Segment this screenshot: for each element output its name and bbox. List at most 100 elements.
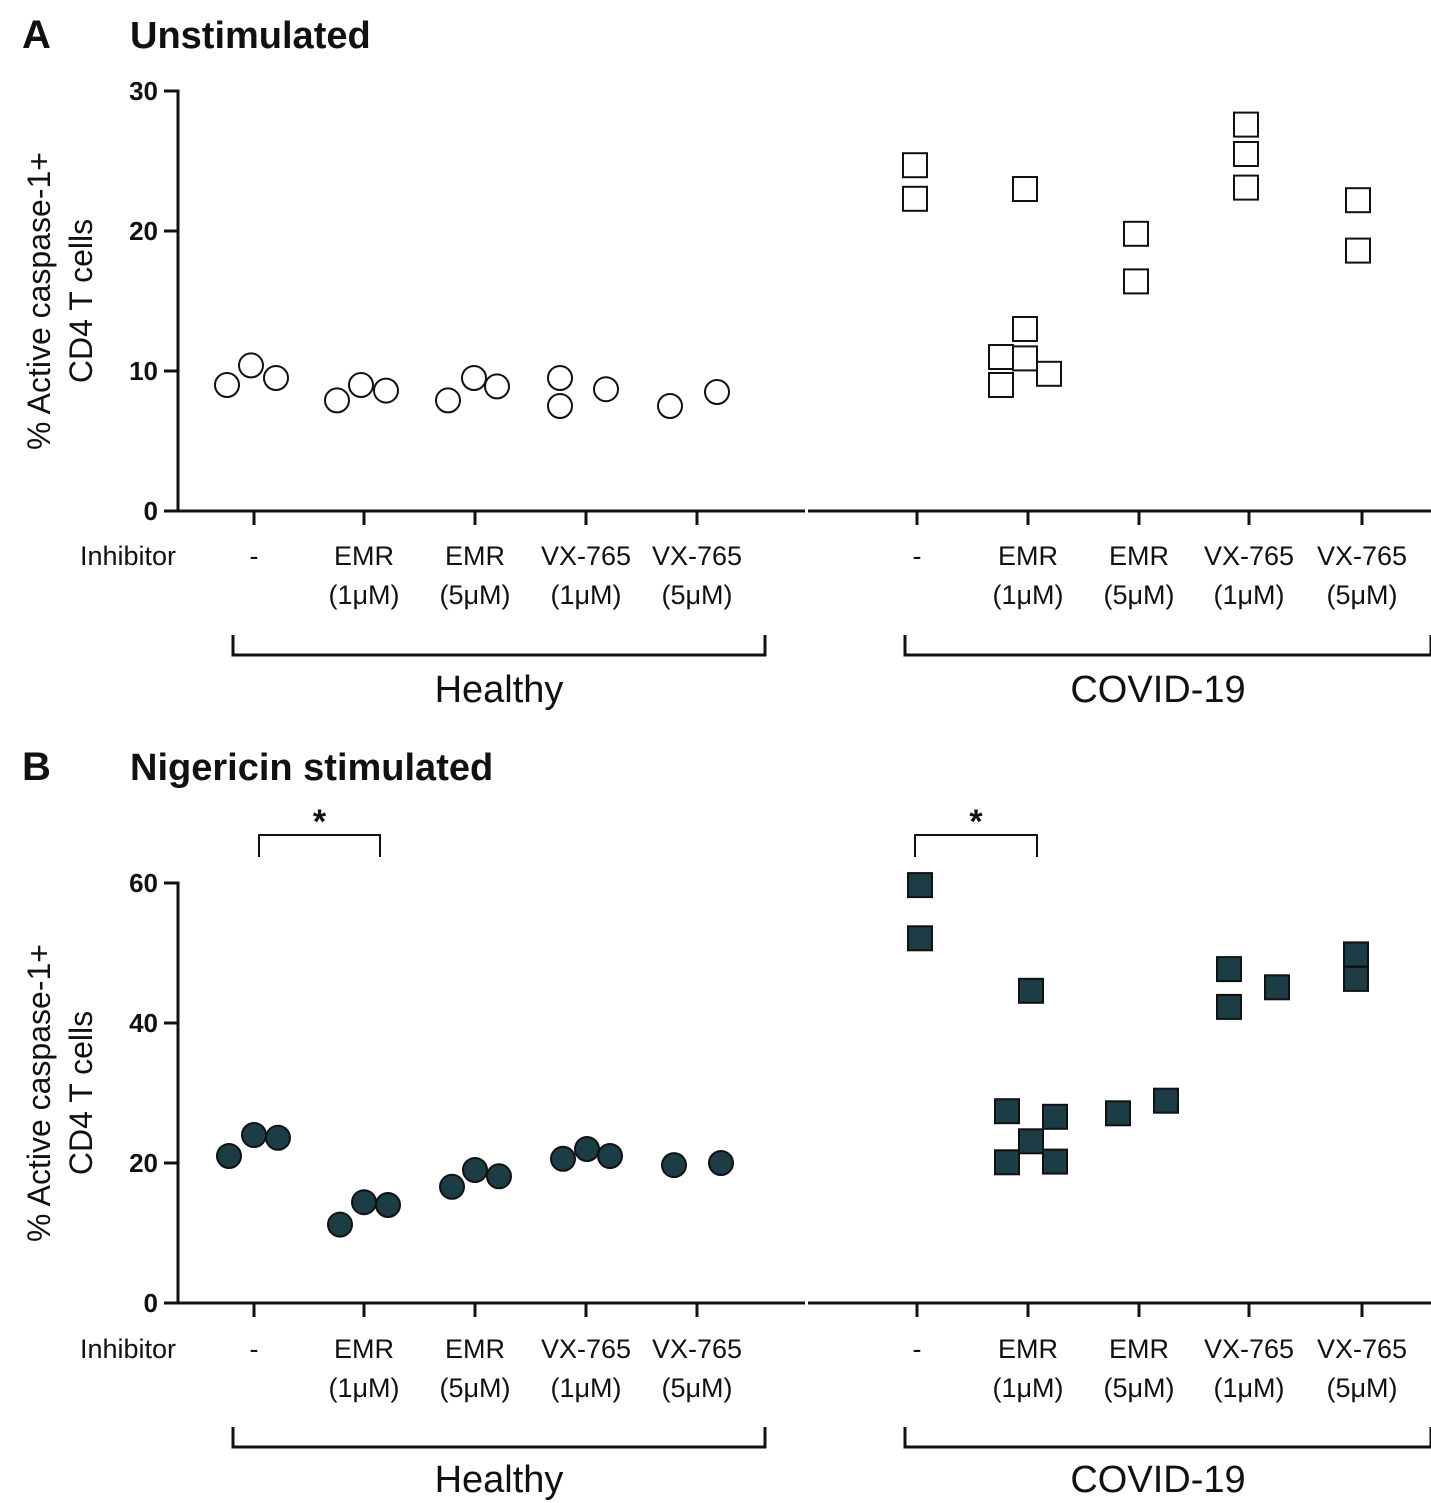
data-point-circle <box>462 1157 488 1183</box>
group-bracket <box>903 635 1431 657</box>
data-point-square <box>1216 956 1242 983</box>
data-point-square <box>1216 993 1242 1020</box>
x-tick-label-concentration: (5μM) <box>1326 1373 1397 1403</box>
data-point-circle <box>593 376 619 403</box>
significance-bracket <box>258 834 381 857</box>
y-axis-label: CD4 T cells <box>63 219 99 383</box>
group-label: COVID-19 <box>1070 669 1245 711</box>
data-point-square <box>1153 1087 1179 1114</box>
data-point-square <box>1012 345 1038 372</box>
group-bracket <box>231 635 767 657</box>
x-tick-label: VX-765 <box>1204 1334 1294 1364</box>
y-tick-label: 40 <box>129 1008 158 1038</box>
significance-star: * <box>969 803 983 841</box>
data-point-square <box>988 344 1014 370</box>
data-point-circle <box>439 1173 465 1200</box>
x-tick-label: - <box>913 541 922 571</box>
data-point-circle <box>238 352 264 379</box>
data-point-square <box>1036 360 1062 387</box>
x-tick-label: EMR <box>445 541 505 571</box>
x-tick-label-concentration: (5μM) <box>1103 1373 1174 1403</box>
data-point-circle <box>550 1145 576 1172</box>
data-point-square <box>1012 176 1038 202</box>
data-point-square <box>1345 187 1371 214</box>
data-point-circle <box>547 393 573 419</box>
x-tick-label-concentration: (1μM) <box>992 1373 1063 1403</box>
x-tick-label: VX-765 <box>652 1334 742 1364</box>
panel-letter: A <box>22 13 51 57</box>
y-axis-label: % Active caspase-1+ <box>21 152 57 450</box>
y-axis-label: % Active caspase-1+ <box>21 944 57 1242</box>
panel-b: B Nigericin stimulated 0 20 40 60 % Active cas… <box>21 745 1431 1501</box>
data-point-circle <box>351 1189 377 1216</box>
data-point-circle <box>486 1163 512 1190</box>
data-point-circle <box>327 1211 353 1238</box>
data-point-circle <box>348 372 374 398</box>
data-point-square <box>1012 316 1038 342</box>
data-point-circle <box>574 1136 600 1162</box>
data-point-circle <box>704 379 730 405</box>
data-point-square <box>1264 974 1290 1001</box>
y-axis-label: CD4 T cells <box>63 1011 99 1175</box>
x-tick-label: EMR <box>998 541 1058 571</box>
data-point-circle <box>435 387 461 414</box>
y-tick-label: 20 <box>129 216 158 246</box>
group-bracket <box>903 1427 1431 1449</box>
y-tick-label: 0 <box>144 496 158 526</box>
data-point-circle <box>373 377 399 404</box>
data-point-circle <box>375 1192 401 1218</box>
significance-bracket <box>914 834 1038 857</box>
x-tick-label: EMR <box>445 1334 505 1364</box>
data-point-square <box>1018 1128 1044 1155</box>
x-tick-label: EMR <box>1109 1334 1169 1364</box>
x-tick-label-concentration: (5μM) <box>1103 580 1174 610</box>
data-point-square <box>1343 941 1369 968</box>
x-tick-label-concentration: (1μM) <box>1213 580 1284 610</box>
data-point-circle <box>661 1152 687 1179</box>
data-point-square <box>902 152 928 179</box>
x-tick-label-concentration: (1μM) <box>328 1373 399 1403</box>
data-point-circle <box>214 372 240 398</box>
data-point-square <box>1233 111 1259 138</box>
data-point-square <box>902 185 928 212</box>
data-point-square <box>1343 965 1369 992</box>
data-point-square <box>1233 141 1259 167</box>
x-tick-label-concentration: (1μM) <box>550 1373 621 1403</box>
x-tick-label-concentration: (1μM) <box>328 580 399 610</box>
data-point-square <box>1018 977 1044 1004</box>
x-tick-label: VX-765 <box>1317 541 1407 571</box>
x-tick-label: - <box>250 541 259 571</box>
data-point-circle <box>241 1122 267 1148</box>
inhibitor-label: Inhibitor <box>80 1334 176 1364</box>
data-point-square <box>1042 1103 1068 1130</box>
chart-title: Unstimulated <box>130 15 371 57</box>
y-tick-label: 20 <box>129 1148 158 1178</box>
data-point-square <box>1105 1100 1131 1127</box>
data-point-circle <box>216 1143 242 1169</box>
x-tick-label-concentration: (5μM) <box>661 1373 732 1403</box>
group-label: Healthy <box>435 1459 564 1501</box>
group-label: COVID-19 <box>1070 1459 1245 1501</box>
x-tick-label: - <box>250 1334 259 1364</box>
x-tick-label: EMR <box>998 1334 1058 1364</box>
data-point-circle <box>708 1150 734 1176</box>
data-point-square <box>1042 1148 1068 1175</box>
x-tick-label: EMR <box>334 1334 394 1364</box>
x-tick-label: - <box>913 1334 922 1364</box>
x-tick-label-concentration: (5μM) <box>1326 580 1397 610</box>
panel-letter: B <box>22 745 51 789</box>
x-tick-label-concentration: (1μM) <box>550 580 621 610</box>
data-point-square <box>994 1098 1020 1125</box>
x-tick-label-concentration: (5μM) <box>439 580 510 610</box>
data-point-square <box>988 372 1014 398</box>
x-tick-label: EMR <box>1109 541 1169 571</box>
significance-star: * <box>313 803 327 841</box>
y-tick-label: 0 <box>144 1288 158 1318</box>
x-tick-label: VX-765 <box>541 1334 631 1364</box>
x-tick-label-concentration: (5μM) <box>661 580 732 610</box>
data-point-square <box>1233 174 1259 201</box>
y-tick-label: 10 <box>129 356 158 386</box>
data-point-circle <box>263 365 289 391</box>
